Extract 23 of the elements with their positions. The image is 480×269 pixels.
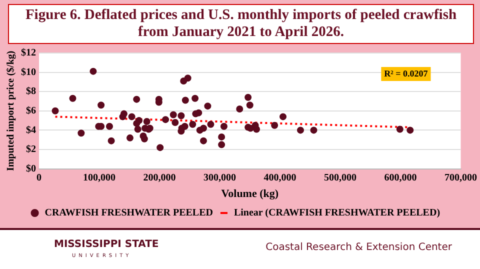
legend-label: CRAWFISH FRESHWATER PEELED — [44, 208, 213, 219]
y-tick-label: $2 — [26, 144, 36, 156]
x-tick-label: 400,000 — [264, 172, 296, 184]
x-tick-label: 700,000 — [444, 172, 477, 184]
text: MISSISSIPPI STATE — [54, 239, 159, 250]
x-axis-title: Volume (kg) — [221, 188, 279, 200]
y-tick-label: $8 — [26, 86, 36, 98]
x-tick-label: 500,000 — [324, 172, 356, 184]
x-tick-label: 600,000 — [384, 172, 417, 184]
y-tick-label: $10 — [21, 66, 36, 78]
text: Coastal Research & Extension Center — [266, 242, 452, 253]
annotation: R² = 0.0207 — [384, 68, 428, 78]
y-tick-label: $6 — [26, 105, 36, 116]
x-tick-label: 100,000 — [83, 172, 116, 184]
y-axis-title: Imputed import price ($/kg) — [6, 50, 17, 172]
chart-title: Figure 6. Deflated prices and U.S. monthly imports of peeled crawfish from January 2021 to April 2026. — [8, 4, 474, 44]
y-tick-label: $4 — [26, 124, 36, 136]
x-tick-label: 200,000 — [143, 172, 176, 184]
y-tick-label: $12 — [21, 48, 36, 59]
legend-label: Linear (CRAWFISH FRESHWATER PEELED) — [234, 208, 440, 219]
y-tick-label: $0 — [26, 163, 36, 174]
x-tick-label: 0 — [36, 172, 42, 184]
x-tick-label: 300,000 — [204, 172, 236, 184]
